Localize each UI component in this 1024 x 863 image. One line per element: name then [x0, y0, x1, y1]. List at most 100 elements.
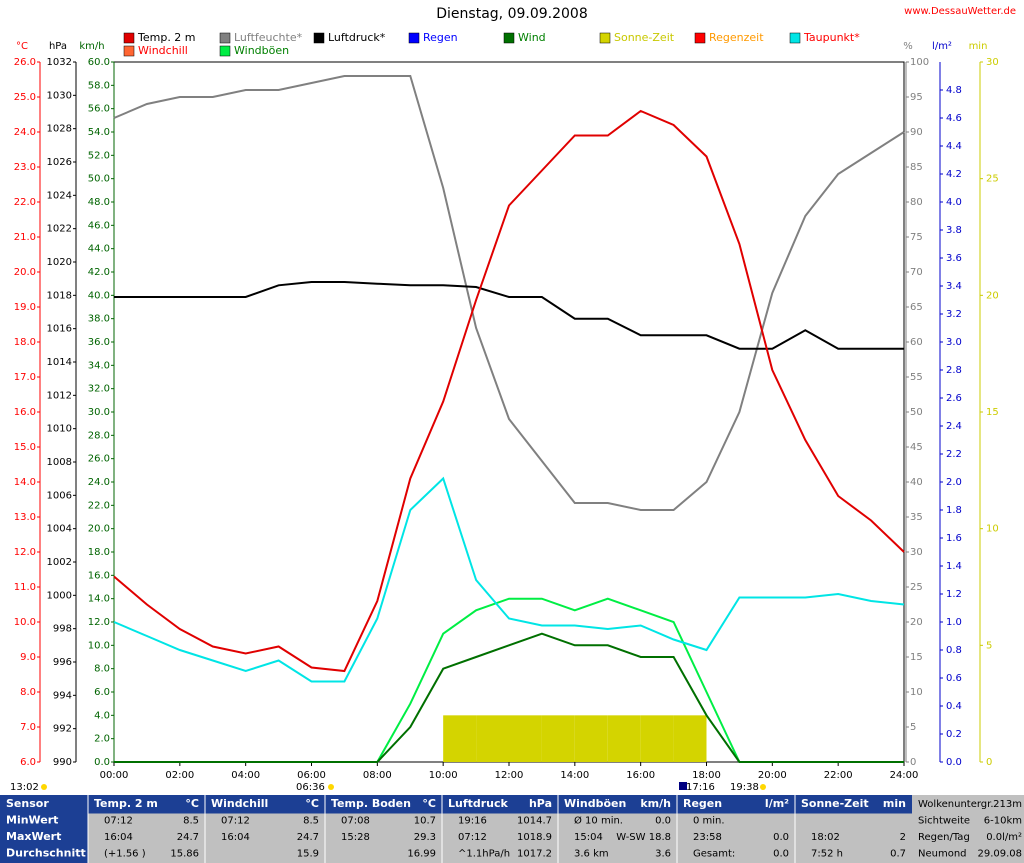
cell-right: 1017.2 — [517, 849, 552, 860]
cell-right: 0.0 — [773, 849, 789, 860]
extra-value: 213m — [993, 799, 1022, 810]
legend-label: Regen — [423, 31, 458, 44]
cell-left: 15:04 — [574, 832, 603, 843]
y-tick-label: 60 — [910, 337, 923, 348]
y-tick-label: 16.0 — [14, 407, 36, 418]
y-tick-label: 0 — [986, 757, 992, 768]
y-tick-label: 75 — [910, 232, 923, 243]
y-tick-label: 10.0 — [88, 640, 110, 651]
col-unit: °C — [305, 797, 319, 810]
y-tick-label: 21.0 — [14, 232, 36, 243]
cell-left: 07:12 — [221, 816, 250, 827]
col-header: Temp. 2 m — [94, 797, 158, 810]
y-tick-label: 40.0 — [88, 290, 110, 301]
y-tick-label: 20.0 — [88, 524, 110, 535]
y-tick-label: 4.6 — [946, 113, 962, 124]
x-tick-label: 22:00 — [824, 770, 853, 781]
legend-label: Taupunkt* — [803, 31, 860, 44]
y-tick-label: 994 — [53, 690, 72, 701]
y-tick-label: 1006 — [47, 490, 72, 501]
row-label: MinWert — [6, 814, 58, 827]
y-tick-label: 1024 — [47, 190, 72, 201]
axis-unit: hPa — [49, 41, 67, 52]
extra-label: Wolkenuntergr. — [918, 799, 994, 810]
cell-right: 0.0 — [773, 832, 789, 843]
y-tick-label: 35 — [910, 512, 923, 523]
y-tick-label: 0.6 — [946, 673, 962, 684]
y-tick-label: 25.0 — [14, 92, 36, 103]
y-tick-label: 95 — [910, 92, 923, 103]
y-tick-label: 36.0 — [88, 337, 110, 348]
y-tick-label: 1022 — [47, 224, 72, 235]
legend-swatch — [599, 32, 611, 44]
x-tick-label: 02:00 — [165, 770, 194, 781]
y-tick-label: 55 — [910, 372, 923, 383]
series-line — [113, 476, 905, 683]
y-tick-label: 1004 — [47, 524, 72, 535]
cell-left: (+1.56 ) — [104, 849, 146, 860]
y-tick-label: 4.0 — [946, 197, 962, 208]
y-tick-label: 5 — [910, 722, 916, 733]
y-tick-label: 1016 — [47, 324, 72, 335]
y-tick-label: 3.6 — [946, 253, 962, 264]
y-tick-label: 30.0 — [88, 407, 110, 418]
y-tick-label: 28.0 — [88, 430, 110, 441]
y-tick-label: 25 — [986, 174, 999, 185]
y-tick-label: 20.0 — [14, 267, 36, 278]
cell-left: 0 min. — [693, 816, 725, 827]
cell-right: 0.7 — [890, 849, 906, 860]
y-tick-label: 1028 — [47, 124, 72, 135]
y-tick-label: 65 — [910, 302, 923, 313]
y-tick-label: 22.0 — [88, 500, 110, 511]
y-tick-label: 1008 — [47, 457, 72, 468]
col-unit: min — [883, 797, 906, 810]
y-tick-label: 70 — [910, 267, 923, 278]
row-label: Sensor — [6, 797, 49, 810]
col-unit: hPa — [529, 797, 552, 810]
col-header: Windchill — [211, 797, 268, 810]
y-tick-label: 15 — [910, 652, 923, 663]
y-tick-label: 20 — [986, 290, 999, 301]
table-head — [0, 795, 912, 814]
y-tick-label: 17.0 — [14, 372, 36, 383]
x-tick-label: 16:00 — [626, 770, 655, 781]
cell-left: 16:04 — [221, 832, 250, 843]
y-tick-label: 24.0 — [14, 127, 36, 138]
cell-right: 1014.7 — [517, 816, 552, 827]
legend-label: Windchill — [138, 44, 188, 57]
x-tick-label: 04:00 — [231, 770, 260, 781]
legend-label: Sonne-Zeit — [614, 31, 675, 44]
y-tick-label: 0.4 — [946, 701, 962, 712]
y-tick-label: 998 — [53, 624, 72, 635]
y-tick-label: 10 — [986, 524, 999, 535]
col-unit: l/m² — [765, 797, 789, 810]
y-tick-label: 11.0 — [14, 582, 36, 593]
legend-swatch — [694, 32, 706, 44]
x-tick-label: 00:00 — [100, 770, 129, 781]
sun-bar — [574, 715, 608, 762]
y-tick-label: 992 — [53, 724, 72, 735]
y-tick-label: 1026 — [47, 157, 72, 168]
cell-left: 07:08 — [341, 816, 370, 827]
extra-label: Sichtweite — [918, 816, 970, 827]
y-tick-label: 8.0 — [20, 687, 36, 698]
sun-bar — [607, 715, 641, 762]
extra-label: Regen/Tag — [918, 832, 970, 843]
y-tick-label: 8.0 — [94, 664, 110, 675]
row-label: Durchschnitt — [6, 847, 86, 860]
time-annotation: 17:16 — [686, 782, 715, 793]
extra-label: Neumond — [918, 849, 967, 860]
legend-label: Luftdruck* — [328, 31, 386, 44]
x-tick-label: 20:00 — [758, 770, 787, 781]
cell-left: 3.6 km — [574, 849, 609, 860]
site-link[interactable]: www.DessauWetter.de — [904, 6, 1016, 17]
y-tick-label: 0.0 — [946, 757, 962, 768]
y-tick-label: 2.2 — [946, 449, 962, 460]
series-line — [113, 109, 905, 673]
cell-right: 16.99 — [407, 849, 436, 860]
y-tick-label: 4.2 — [946, 169, 962, 180]
chart-title: Dienstag, 09.09.2008 — [436, 6, 587, 22]
y-tick-label: 20 — [910, 617, 923, 628]
y-tick-label: 90 — [910, 127, 923, 138]
y-tick-label: 1032 — [47, 57, 72, 68]
